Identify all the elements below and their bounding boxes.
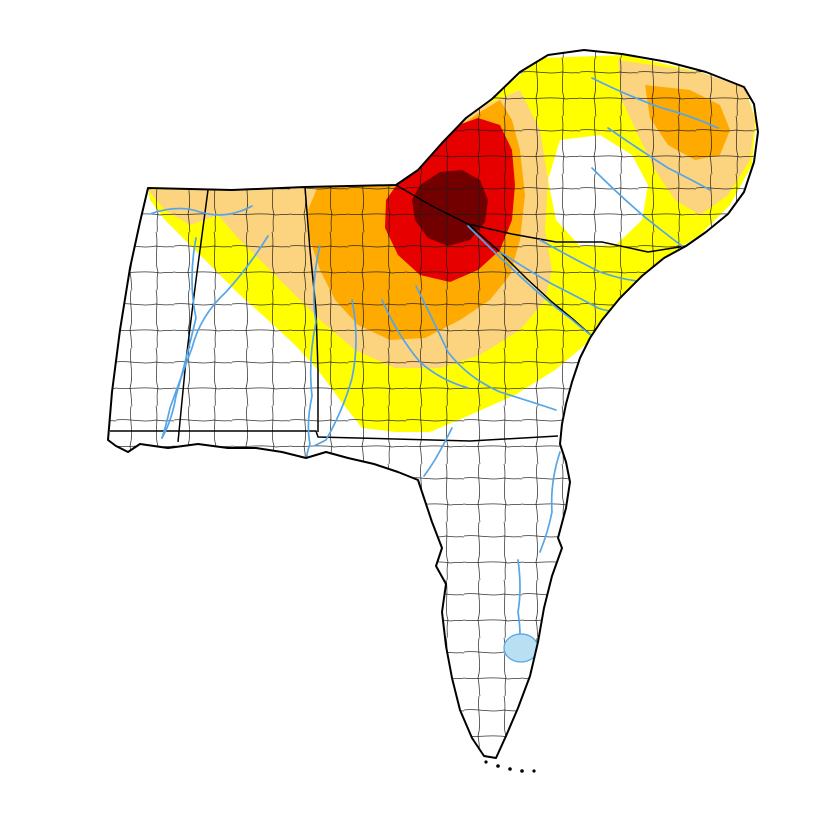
river-tombigbee xyxy=(161,237,197,439)
florida-keys xyxy=(484,760,536,773)
river-flint xyxy=(313,299,357,447)
river-chattahoochee xyxy=(305,245,321,471)
river-neuse xyxy=(607,127,711,191)
river-alabama xyxy=(161,235,269,439)
river-oconee-altamaha xyxy=(415,285,557,411)
river-tennessee xyxy=(149,205,253,216)
state-border-fl-north xyxy=(110,430,559,442)
river-savannah xyxy=(467,225,593,337)
state-border-ga-nc xyxy=(395,184,469,225)
river-suwannee xyxy=(423,427,453,477)
state-border-west-al xyxy=(177,189,209,443)
coastline xyxy=(107,49,759,759)
river-cape-fear xyxy=(591,167,683,247)
state-boundaries xyxy=(110,184,687,443)
river-st-johns xyxy=(539,451,561,553)
river-ocmulgee xyxy=(381,299,469,389)
river-kissimmee xyxy=(517,559,521,635)
state-border-nc-sc xyxy=(467,223,687,253)
lake-okeechobee xyxy=(503,633,539,663)
river-roanoke xyxy=(591,77,719,129)
state-border-al-ga xyxy=(304,186,319,432)
state-border-ga-sc xyxy=(467,223,593,337)
